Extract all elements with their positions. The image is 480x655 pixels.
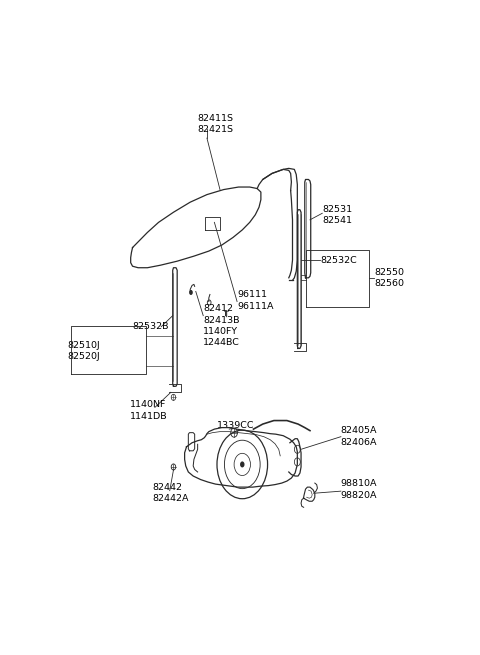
Text: 82412
82413B
1140FY
1244BC: 82412 82413B 1140FY 1244BC	[203, 304, 240, 347]
Text: 82550
82560: 82550 82560	[374, 268, 404, 288]
Text: 82442
82442A: 82442 82442A	[152, 483, 189, 504]
Text: 82532C: 82532C	[321, 255, 357, 265]
Text: 82411S
82421S: 82411S 82421S	[198, 114, 234, 134]
Text: 98810A
98820A: 98810A 98820A	[341, 479, 377, 500]
Text: 1140NF
1141DB: 1140NF 1141DB	[130, 400, 168, 421]
Circle shape	[240, 461, 244, 468]
Text: 82531
82541: 82531 82541	[322, 204, 352, 225]
Text: 82405A
82406A: 82405A 82406A	[341, 426, 377, 447]
Text: 82532B: 82532B	[132, 322, 169, 331]
Text: 96111
96111A: 96111 96111A	[237, 290, 274, 310]
Text: 82510J
82520J: 82510J 82520J	[67, 341, 100, 361]
Circle shape	[189, 290, 193, 295]
Text: 1339CC: 1339CC	[217, 421, 254, 430]
